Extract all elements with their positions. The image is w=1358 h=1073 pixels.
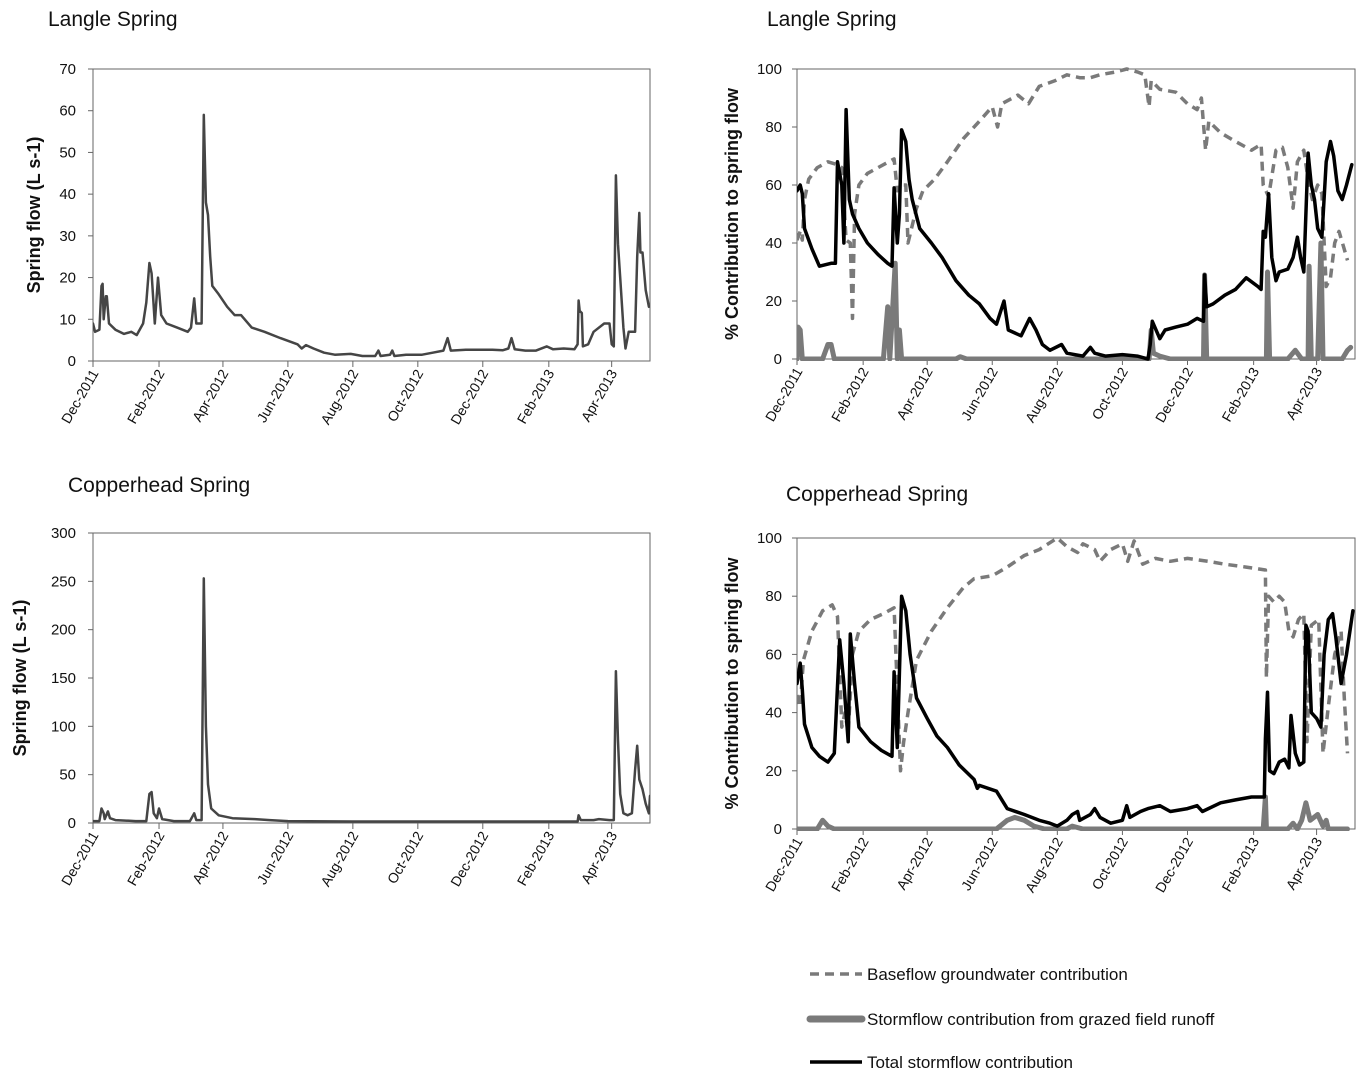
chart-langle-pct: Langle Spring % Contribution to spring fl… (722, 8, 1356, 425)
chart-copper-flow: Copperhead Spring Spring flow (L s-1) 0 50 1… (10, 474, 651, 889)
series-line-flow-0 (93, 577, 650, 823)
series-line-total (797, 594, 1355, 828)
x-tick-label: Jun-2012 (253, 366, 296, 425)
y-tick-label: 50 (59, 144, 76, 161)
y-axis-title: % Contribution to spring flow (722, 87, 742, 340)
x-tick-label: Jun-2012 (958, 834, 1001, 893)
plot-frame (796, 537, 1356, 830)
y-axis-title: Spring flow (L s-1) (10, 600, 30, 757)
x-tick-label: Apr-2013 (1283, 834, 1326, 892)
y-tick-label: 10 (59, 311, 76, 328)
y-tick-label: 0 (68, 815, 76, 832)
series-line-total (797, 107, 1354, 361)
x-tick-label: Jun-2012 (253, 828, 296, 887)
y-tick-label: 80 (765, 119, 782, 136)
legend-label-total: Total stormflow contribution (867, 1053, 1073, 1072)
x-tick-label: Feb-2012 (828, 834, 872, 894)
y-tick-label: 200 (51, 622, 76, 639)
series-line-flow-0 (93, 113, 650, 358)
x-tick-label: Dec-2012 (1152, 364, 1196, 425)
chart-title: Langle Spring (48, 8, 178, 31)
x-tick-label: Dec-2012 (447, 828, 491, 889)
x-tick-label: Feb-2012 (828, 364, 872, 424)
y-tick-label: 80 (765, 588, 782, 605)
x-tick-label: Jun-2012 (958, 364, 1001, 423)
x-tick-label: Apr-2012 (893, 834, 936, 892)
x-tick-label: Feb-2012 (124, 828, 168, 888)
x-tick-label: Aug-2012 (317, 828, 361, 889)
y-tick-label: 0 (774, 351, 782, 368)
x-tick-label: Dec-2011 (58, 366, 102, 426)
x-tick-label: Dec-2012 (447, 366, 491, 427)
legend: Baseflow groundwater contribution Stormfl… (806, 965, 1215, 1072)
chart-title: Copperhead Spring (68, 474, 250, 497)
x-tick-label: Feb-2013 (1218, 364, 1262, 424)
x-tick-label: Apr-2013 (578, 366, 621, 424)
y-tick-label: 60 (765, 177, 782, 194)
legend-label-baseflow: Baseflow groundwater contribution (867, 965, 1128, 984)
chart-title: Copperhead Spring (786, 483, 968, 506)
x-tick-label: Feb-2013 (1218, 834, 1262, 894)
x-tick-label: Oct-2012 (1088, 834, 1131, 892)
chart-title: Langle Spring (767, 8, 897, 31)
y-tick-label: 0 (68, 353, 76, 370)
y-tick-label: 50 (59, 767, 76, 784)
y-tick-label: 40 (59, 186, 76, 203)
chart-langle-flow: Langle Spring Spring flow (L s-1) 0 10 20 30 4… (24, 8, 651, 427)
plot-frame (92, 68, 651, 362)
x-tick-label: Dec-2011 (762, 834, 806, 894)
x-tick-label: Aug-2012 (1022, 834, 1066, 895)
y-tick-label: 20 (59, 270, 76, 287)
y-tick-label: 300 (51, 525, 76, 542)
legend-label-grazed: Stormflow contribution from grazed field… (867, 1010, 1215, 1029)
y-axis-title: Spring flow (L s-1) (24, 137, 44, 294)
chart-copper-pct: Copperhead Spring % Contribution to sprin… (722, 483, 1356, 895)
x-tick-label: Apr-2012 (189, 366, 232, 424)
x-tick-label: Dec-2012 (1152, 834, 1196, 895)
y-tick-label: 100 (51, 718, 76, 735)
x-tick-label: Oct-2012 (384, 828, 427, 886)
x-tick-label: Feb-2013 (514, 828, 558, 888)
x-tick-label: Oct-2012 (1088, 364, 1131, 422)
y-tick-label: 40 (765, 235, 782, 252)
series-line-grazed (797, 240, 1354, 361)
y-tick-label: 20 (765, 293, 782, 310)
x-tick-label: Aug-2012 (1022, 364, 1066, 425)
y-tick-label: 30 (59, 228, 76, 245)
y-tick-label: 250 (51, 573, 76, 590)
x-tick-label: Aug-2012 (317, 366, 361, 427)
x-tick-label: Apr-2012 (189, 828, 232, 886)
y-tick-label: 60 (765, 646, 782, 663)
y-tick-label: 0 (774, 821, 782, 838)
x-tick-label: Apr-2013 (1283, 364, 1326, 422)
series-line-grazed (797, 794, 1350, 831)
x-tick-label: Apr-2013 (578, 828, 621, 886)
y-tick-label: 60 (59, 103, 76, 120)
y-tick-label: 100 (757, 61, 782, 78)
plot-frame (92, 532, 651, 824)
x-tick-label: Feb-2012 (124, 366, 168, 426)
y-tick-label: 40 (765, 705, 782, 722)
y-tick-label: 150 (51, 670, 76, 687)
y-tick-label: 20 (765, 763, 782, 780)
y-tick-label: 100 (757, 530, 782, 547)
x-tick-label: Dec-2011 (58, 828, 102, 888)
x-tick-label: Apr-2012 (893, 364, 936, 422)
series-line-baseflow (797, 67, 1350, 321)
x-tick-label: Feb-2013 (514, 366, 558, 426)
x-tick-label: Dec-2011 (762, 364, 806, 424)
y-tick-label: 70 (59, 61, 76, 78)
y-axis-title: % Contribution to spring flow (722, 557, 742, 810)
x-tick-label: Oct-2012 (384, 366, 427, 424)
